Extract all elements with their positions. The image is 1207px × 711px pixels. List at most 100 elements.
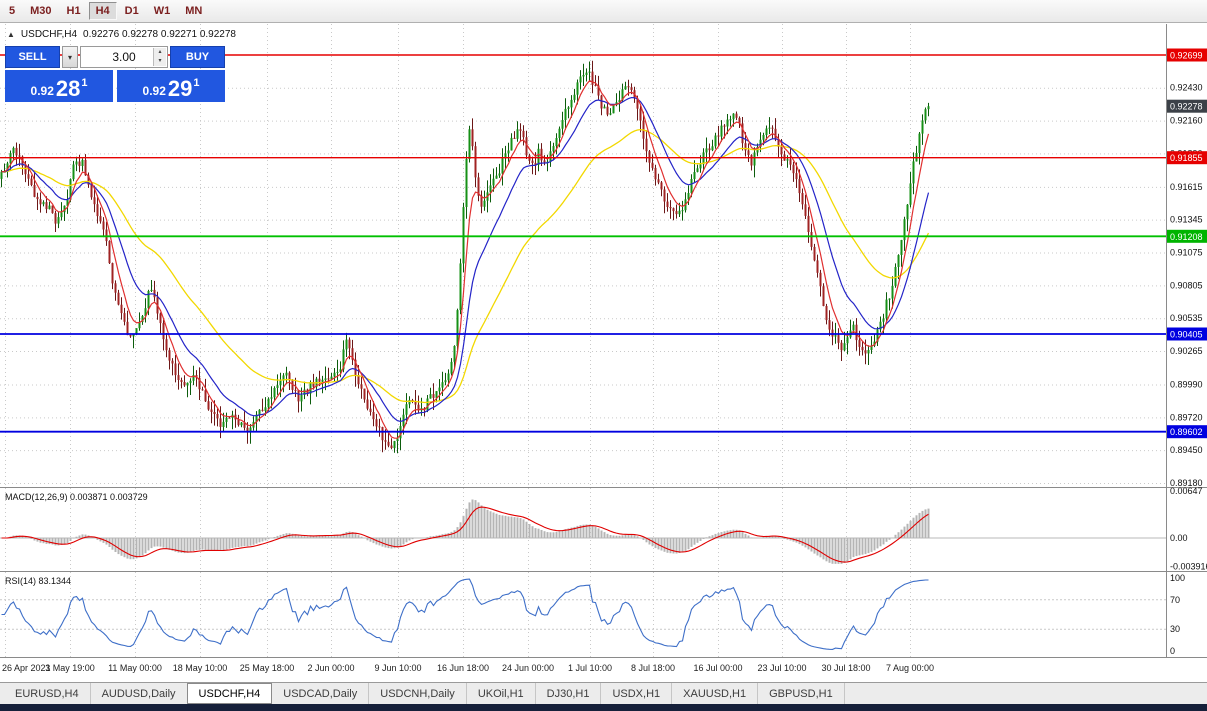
candle-body — [462, 207, 465, 264]
candle-body — [723, 125, 726, 127]
candle-body — [162, 323, 165, 340]
candle-body — [711, 146, 714, 151]
candle-body — [360, 384, 363, 389]
candle-body — [741, 123, 744, 144]
candle-body — [825, 306, 828, 321]
timeframe-d1[interactable]: D1 — [118, 2, 146, 20]
sell-button[interactable]: SELL — [5, 46, 60, 68]
price-badge — [1167, 327, 1207, 341]
timeframe-mn[interactable]: MN — [178, 2, 209, 20]
candle-body — [132, 334, 135, 337]
candle-body — [345, 339, 348, 350]
symbol-period-label: USDCHF,H4 — [20, 29, 78, 40]
time-label: 11 May 00:00 — [108, 663, 162, 673]
spin-down-icon[interactable]: ▾ — [154, 57, 166, 66]
candle-body — [804, 204, 807, 216]
candle-body — [657, 179, 660, 183]
price-badge-label: 0.91208 — [1170, 232, 1203, 242]
candle-body — [699, 164, 702, 169]
tab-usdcad-daily[interactable]: USDCAD,Daily — [272, 683, 370, 704]
price-badge-label: 0.92278 — [1170, 102, 1203, 112]
candle-body — [78, 161, 81, 166]
timeframe-5[interactable]: 5 — [2, 2, 22, 20]
candle-body — [555, 138, 558, 147]
candle-body — [63, 205, 66, 213]
tab-ukoil-h1[interactable]: UKOil,H1 — [467, 683, 536, 704]
price-tick-label: 0.89720 — [1170, 412, 1203, 422]
candle-body — [822, 286, 825, 306]
candle-body — [291, 380, 294, 390]
candle-body — [621, 89, 624, 101]
candle-body — [534, 162, 537, 165]
candle-body — [12, 147, 15, 154]
buy-button[interactable]: BUY — [170, 46, 225, 68]
price-tick-label: 0.92430 — [1170, 83, 1203, 93]
candle-body — [228, 417, 231, 419]
candle-body — [771, 127, 774, 129]
timeframe-h4[interactable]: H4 — [88, 2, 117, 20]
candle-body — [687, 193, 690, 200]
candle-body — [24, 165, 27, 175]
candle-body — [273, 388, 276, 398]
candle-body — [906, 204, 909, 220]
candle-body — [249, 427, 252, 432]
rsi-axis-label: 30 — [1170, 624, 1180, 634]
tab-eurusd-h4[interactable]: EURUSD,H4 — [4, 683, 91, 704]
candle-body — [258, 409, 261, 415]
candle-body — [45, 202, 48, 210]
volume-field[interactable]: 3.00 ▴ ▾ — [80, 46, 168, 68]
buy-price[interactable]: 0.92 29 1 — [117, 70, 225, 102]
tab-xauusd-h1[interactable]: XAUUSD,H1 — [672, 683, 759, 704]
tab-usdcnh-daily[interactable]: USDCNH,Daily — [369, 683, 467, 704]
candle-body — [855, 324, 858, 341]
candle-body — [624, 86, 627, 90]
candle-body — [357, 375, 360, 385]
tab-usdx-h1[interactable]: USDX,H1 — [601, 683, 673, 704]
candle-body — [630, 87, 633, 91]
ma-slow-line — [1, 128, 930, 404]
candle-body — [237, 419, 240, 426]
candle-body — [408, 400, 411, 405]
trade-options-dropdown[interactable]: ▾ — [62, 46, 78, 68]
candle-body — [285, 372, 288, 376]
tab-audusd-daily[interactable]: AUDUSD,Daily — [91, 683, 188, 704]
tab-dj30-h1[interactable]: DJ30,H1 — [536, 683, 602, 704]
candle-body — [489, 185, 492, 193]
time-label: 3 May 19:00 — [45, 663, 95, 673]
candle-body — [645, 138, 648, 152]
one-click-trading-toggle-icon[interactable]: ▲ — [7, 30, 15, 39]
candle-body — [537, 148, 540, 165]
candle-body — [903, 219, 906, 241]
candle-body — [900, 240, 903, 255]
timeframe-h1[interactable]: H1 — [60, 2, 88, 20]
candle-body — [36, 196, 39, 200]
candle-body — [354, 359, 357, 375]
timeframe-w1[interactable]: W1 — [147, 2, 178, 20]
tab-gbpusd-h1[interactable]: GBPUSD,H1 — [758, 683, 845, 704]
candle-body — [123, 313, 126, 322]
candle-body — [477, 177, 480, 196]
timeframe-m30[interactable]: M30 — [23, 2, 58, 20]
spin-up-icon[interactable]: ▴ — [154, 48, 166, 57]
candle-body — [639, 108, 642, 121]
candle-body — [846, 337, 849, 344]
volume-spinner[interactable]: ▴ ▾ — [153, 48, 166, 66]
candle-body — [225, 417, 228, 422]
price-badge-label: 0.91855 — [1170, 153, 1203, 163]
buy-price-base: 0.92 — [142, 84, 166, 98]
tab-usdchf-h4[interactable]: USDCHF,H4 — [186, 683, 273, 704]
candle-body — [609, 113, 612, 115]
candle-body — [540, 148, 543, 161]
candle-body — [663, 189, 666, 202]
candle-body — [612, 105, 615, 114]
sell-price[interactable]: 0.92 28 1 — [5, 70, 113, 102]
candle-body — [222, 421, 225, 427]
candle-body — [129, 335, 132, 337]
candle-body — [216, 414, 219, 419]
candle-body — [498, 173, 501, 176]
candle-body — [810, 232, 813, 247]
candle-body — [342, 349, 345, 370]
price-badge — [1167, 151, 1207, 165]
candle-body — [111, 263, 114, 284]
